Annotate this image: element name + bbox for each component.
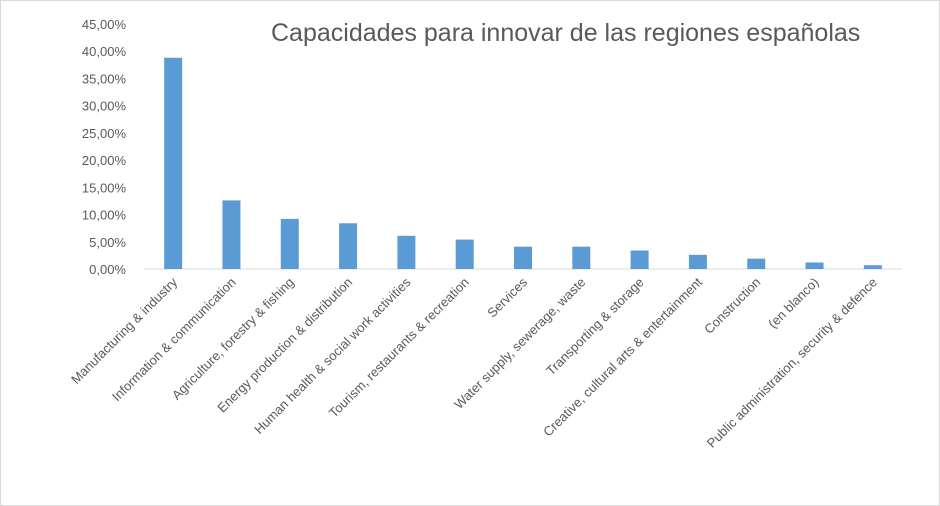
bar — [339, 223, 358, 269]
y-tick-label: 45,00% — [82, 17, 127, 32]
bars — [164, 57, 882, 269]
bar — [280, 218, 299, 269]
bar — [222, 200, 241, 269]
y-tick-label: 20,00% — [82, 153, 127, 168]
y-tick-label: 30,00% — [82, 99, 127, 114]
bar — [863, 265, 882, 269]
y-tick-label: 5,00% — [89, 235, 126, 250]
x-category-label: Manufacturing & industry — [68, 274, 181, 387]
x-category-label: Agriculture, forestry & fishing — [169, 275, 297, 403]
x-category-label: (en blanco) — [765, 275, 822, 332]
bar — [455, 239, 474, 269]
x-category-label: Construction — [701, 275, 763, 337]
bar — [514, 246, 532, 269]
bar — [572, 246, 591, 269]
x-category-label: Transporting & storage — [543, 275, 647, 379]
y-tick-label: 35,00% — [82, 71, 127, 86]
y-tick-label: 40,00% — [82, 44, 127, 59]
chart-title: Capacidades para innovar de las regiones… — [271, 19, 861, 47]
bar — [688, 254, 707, 269]
bar — [805, 262, 824, 269]
y-tick-label: 0,00% — [89, 262, 126, 277]
bar — [397, 235, 416, 269]
y-axis-tick-labels: 0,00% 5,00% 10,00% 15,00% 20,00% 25,00% 30,00%… — [82, 17, 127, 277]
x-category-label: Services — [484, 274, 530, 320]
y-tick-label: 15,00% — [82, 180, 127, 195]
bar — [630, 250, 649, 269]
x-category-label: Information & communication — [109, 275, 239, 405]
bar — [747, 258, 766, 269]
y-tick-label: 25,00% — [82, 126, 127, 141]
y-tick-label: 10,00% — [82, 208, 127, 223]
bar — [164, 57, 183, 269]
